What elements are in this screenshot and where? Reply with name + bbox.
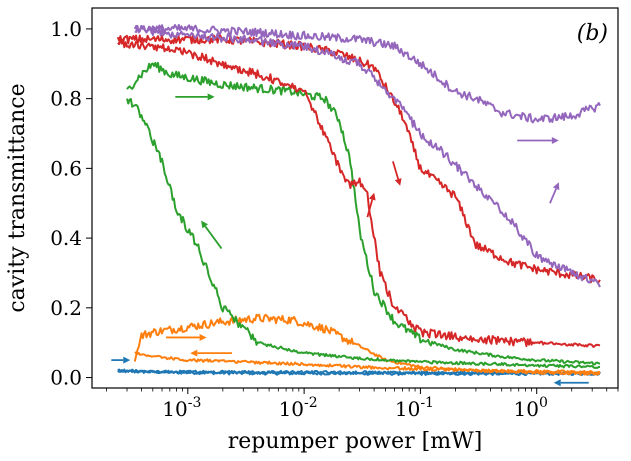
- direction-arrow: [111, 356, 131, 364]
- y-axis-label: cavity transmittance: [5, 83, 30, 312]
- x-axis-label: repumper power [mW]: [228, 429, 483, 454]
- series-line-blue-down: [117, 368, 601, 376]
- series-layer: [116, 23, 601, 377]
- panel-label: (b): [577, 21, 608, 46]
- series-line-green-down: [126, 98, 601, 369]
- direction-arrow: [366, 192, 376, 218]
- direction-arrow: [190, 349, 233, 357]
- series-line-orange-down: [134, 351, 601, 376]
- direction-arrow: [175, 93, 215, 101]
- direction-arrow: [553, 379, 589, 387]
- ticks-layer: 0.0 0.2 0.4 0.6 0.8 1.0 10-3 10-2 10-1 100: [50, 17, 619, 421]
- x-tick-label: 10-2: [279, 395, 318, 421]
- series-line-green-up: [126, 61, 601, 366]
- plot-frame: [91, 7, 619, 389]
- direction-arrow: [517, 136, 559, 144]
- series-line-purple-down: [133, 24, 601, 288]
- series-line-purple-up: [134, 23, 601, 124]
- arrows-layer: [111, 93, 589, 387]
- y-tick-label: 0.4: [50, 226, 82, 250]
- direction-arrow: [201, 220, 223, 250]
- x-tick-label: 10-3: [162, 395, 201, 421]
- y-tick-label: 0.0: [50, 366, 82, 390]
- series-line-red-down: [117, 38, 601, 348]
- y-tick-label: 1.0: [50, 17, 82, 41]
- y-tick-label: 0.2: [50, 296, 82, 320]
- direction-arrow: [392, 161, 402, 186]
- y-tick-label: 0.6: [50, 156, 82, 180]
- x-tick-label: 10-1: [395, 395, 434, 421]
- direction-arrow: [166, 333, 207, 341]
- direction-arrow: [549, 182, 560, 204]
- series-line-orange-up: [133, 313, 601, 375]
- x-tick-label: 100: [514, 395, 548, 421]
- y-tick-label: 0.8: [50, 87, 82, 111]
